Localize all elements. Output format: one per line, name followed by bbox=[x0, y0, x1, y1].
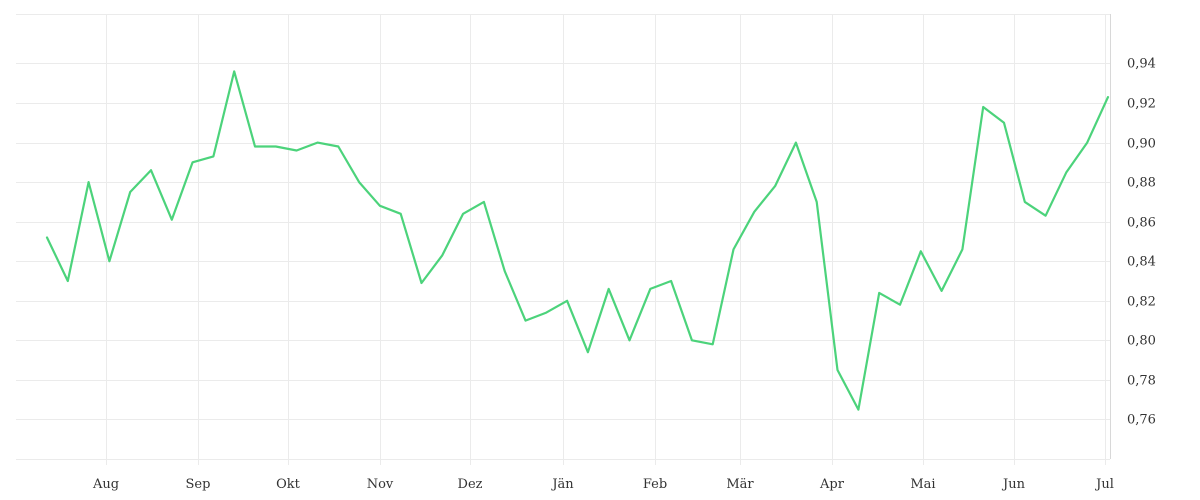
x-tick-label: Mai bbox=[910, 477, 935, 492]
x-tick-label: Apr bbox=[819, 477, 845, 492]
x-tick-label: Jun bbox=[1001, 477, 1026, 492]
y-tick-label: 0,82 bbox=[1127, 295, 1156, 310]
x-tick-label: Jul bbox=[1094, 477, 1114, 492]
grid bbox=[16, 14, 1110, 465]
y-tick-label: 0,84 bbox=[1127, 255, 1156, 270]
y-tick-label: 0,88 bbox=[1127, 176, 1156, 191]
x-tick-label: Jän bbox=[550, 477, 574, 492]
series-line bbox=[45, 70, 1110, 411]
y-tick-label: 0,76 bbox=[1127, 413, 1156, 428]
x-tick-label: Okt bbox=[276, 477, 301, 492]
y-tick-label: 0,86 bbox=[1127, 216, 1156, 231]
x-tick-label: Mär bbox=[726, 477, 754, 492]
y-tick-label: 0,80 bbox=[1127, 334, 1156, 349]
y-tick-label: 0,78 bbox=[1127, 374, 1156, 389]
x-tick-label: Nov bbox=[367, 477, 394, 492]
series-layer bbox=[45, 70, 1110, 411]
x-tick-label: Feb bbox=[643, 477, 667, 492]
x-tick-label: Aug bbox=[92, 477, 119, 492]
y-tick-label: 0,92 bbox=[1127, 97, 1156, 112]
tick-labels: 0,76 0,78 0,80 0,82 0,84 0,86 0,88 0,90 0,92 0,94… bbox=[92, 57, 1156, 493]
y-tick-label: 0,90 bbox=[1127, 137, 1156, 152]
x-tick-label: Sep bbox=[186, 477, 211, 492]
y-tick-label: 0,94 bbox=[1127, 57, 1156, 72]
x-tick-label: Dez bbox=[458, 477, 483, 492]
